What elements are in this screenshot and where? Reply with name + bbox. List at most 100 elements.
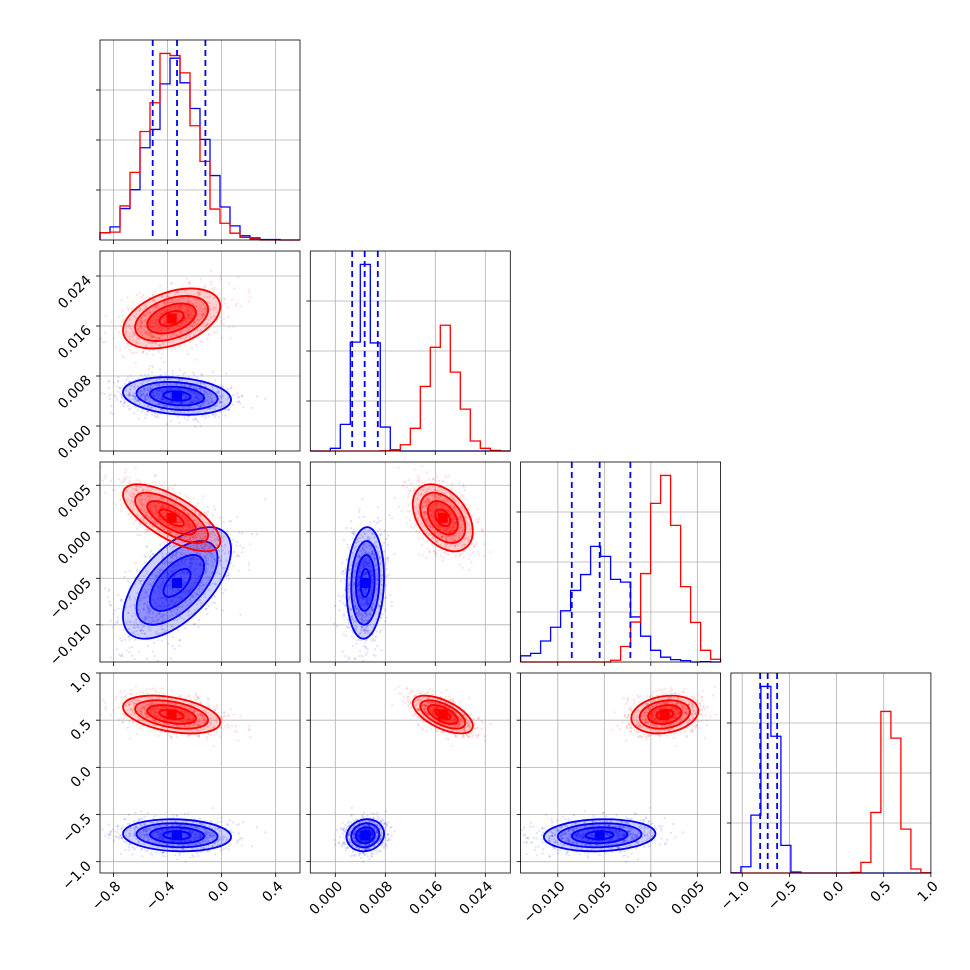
density-contour: [122, 287, 222, 350]
density-contour: [149, 554, 205, 612]
y-tick-label: −0.005: [47, 575, 95, 623]
density-contour: [146, 704, 197, 725]
panel-frame: [99, 461, 301, 663]
density-contour: [135, 381, 219, 411]
x-tick-label: 0.4: [259, 878, 286, 905]
density-contour: [556, 822, 643, 849]
density-contour: [135, 540, 219, 626]
density-contour: [134, 699, 210, 730]
density-panel: [100, 685, 267, 863]
histogram-series: [519, 545, 721, 663]
density-contour: [122, 483, 222, 553]
y-tick-label: 0.005: [55, 482, 95, 522]
density-contour: [419, 699, 467, 730]
density-contour: [638, 699, 691, 730]
y-tick-label: −1.0: [59, 858, 94, 893]
x-tick-label: 0.024: [456, 878, 496, 918]
x-tick-label: 0.008: [356, 879, 396, 919]
histogram-series: [310, 263, 511, 452]
x-tick-label: 0.005: [669, 879, 709, 919]
density-peak: [437, 512, 448, 523]
density-contour: [122, 526, 232, 640]
density-panel: [333, 465, 492, 662]
density-contour: [345, 526, 385, 640]
density-peak: [594, 830, 605, 841]
density-contour: [355, 554, 376, 612]
density-peak: [166, 512, 177, 523]
density-peak: [172, 391, 183, 401]
density-contour: [146, 302, 197, 335]
y-tick-label: 0.000: [55, 528, 95, 568]
density-peak: [437, 709, 448, 720]
density-peak: [360, 577, 371, 588]
panel-frame: [99, 250, 301, 452]
grid-lines: [730, 673, 931, 873]
panel-frame: [520, 672, 721, 874]
density-contour: [350, 822, 381, 849]
density-panel: [333, 685, 492, 863]
grid-lines: [100, 251, 300, 451]
x-tick-label: 0.0: [820, 879, 847, 906]
y-tick-label: 0.008: [55, 373, 95, 413]
density-contour: [158, 310, 185, 327]
y-tick-label: −0.010: [47, 621, 95, 669]
density-peak: [172, 830, 183, 841]
density-panel: [100, 465, 267, 662]
density-peak: [166, 313, 177, 324]
density-contour: [426, 704, 459, 725]
density-contour: [134, 491, 210, 544]
x-tick-label: 0.000: [622, 879, 662, 919]
density-peak: [659, 709, 670, 720]
x-tick-label: 0.016: [406, 878, 446, 918]
x-tick-label: 0.000: [306, 879, 346, 919]
y-tick-label: 0.024: [55, 272, 95, 312]
x-tick-label: 0.5: [868, 879, 895, 906]
density-contour: [570, 826, 629, 845]
density-peak: [166, 709, 177, 720]
density-panel: [100, 269, 267, 429]
density-contour: [542, 818, 657, 853]
density-contour: [630, 694, 700, 735]
x-tick-label: 1.0: [915, 879, 942, 906]
grid-lines: [310, 462, 511, 662]
density-contour: [350, 540, 381, 626]
grid-lines: [310, 673, 511, 873]
panel-frame: [309, 672, 511, 874]
y-tick-label: 1.0: [68, 670, 95, 697]
density-contour: [134, 295, 210, 342]
x-tick-label: −1.0: [718, 879, 753, 914]
y-tick-label: 0.016: [55, 322, 95, 362]
y-tick-label: 0.5: [68, 717, 95, 744]
x-tick-label: −0.5: [765, 879, 800, 914]
density-panel: [520, 685, 718, 863]
x-tick-label: −0.4: [143, 878, 178, 913]
density-contour: [146, 500, 197, 536]
density-contour: [135, 822, 219, 849]
y-tick-label: 0.0: [68, 764, 95, 791]
density-contour: [162, 568, 192, 598]
histogram-series: [99, 52, 300, 241]
x-tick-label: 0.0: [205, 879, 232, 906]
density-contour: [149, 385, 205, 407]
x-tick-label: −0.8: [89, 879, 124, 914]
density-contour: [149, 826, 205, 845]
density-peak: [172, 577, 183, 588]
density-contour: [122, 694, 222, 735]
x-tick-label: −0.010: [521, 879, 569, 927]
x-tick-label: −0.005: [567, 879, 615, 927]
density-contour: [122, 376, 232, 416]
density-contour: [355, 826, 376, 845]
density-contour: [345, 818, 385, 853]
panel-frame: [99, 672, 301, 874]
density-contour: [411, 483, 474, 553]
density-contour: [426, 500, 459, 536]
y-tick-label: 0.000: [55, 423, 95, 463]
density-contour: [122, 818, 232, 853]
panel-frame: [309, 461, 511, 663]
y-tick-label: −0.5: [59, 811, 94, 846]
density-contour: [411, 694, 474, 735]
density-contour: [647, 704, 683, 725]
density-peak: [360, 830, 371, 841]
grid-lines: [310, 251, 511, 451]
